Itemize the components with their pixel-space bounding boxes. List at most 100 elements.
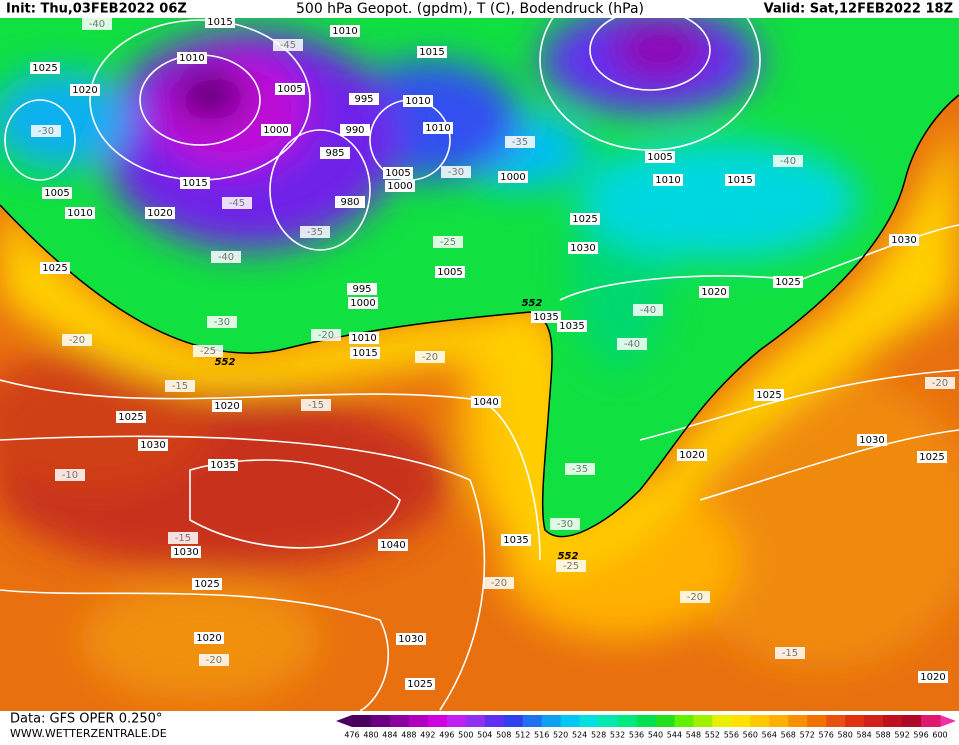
colorbar-label: 572 xyxy=(800,731,815,740)
isobar-label-box xyxy=(417,46,447,58)
temperature-label-box xyxy=(31,125,61,137)
temperature-label: -15 xyxy=(308,400,324,411)
colorbar-swatch xyxy=(522,715,543,727)
isobar-label: 1015 xyxy=(352,348,377,359)
isobar-label: 1025 xyxy=(194,579,219,590)
colorbar-label: 564 xyxy=(762,731,777,740)
isobar-label: 1000 xyxy=(350,298,375,309)
temperature-label: -20 xyxy=(69,335,85,346)
isobar-label-box xyxy=(699,286,729,298)
colorbar-swatch xyxy=(503,715,524,727)
temperature-label-box xyxy=(273,39,303,51)
temperature-label-box xyxy=(441,166,471,178)
temperature-label: -30 xyxy=(557,519,573,530)
temperature-label-box xyxy=(775,647,805,659)
temperature-label-box xyxy=(62,334,92,346)
isobar-label-box xyxy=(423,122,453,134)
isobar-label-box xyxy=(754,389,784,401)
temperature-label: -25 xyxy=(440,237,456,248)
temperature-label-box xyxy=(415,351,445,363)
isobar-label-box xyxy=(208,459,238,471)
isobar-label-box xyxy=(385,180,415,192)
colorbar-swatch xyxy=(579,715,600,727)
colorbar-swatch xyxy=(712,715,732,727)
colorbar-swatch xyxy=(826,715,846,727)
isobar-label-box xyxy=(340,124,370,136)
temperature-label: -40 xyxy=(624,339,640,350)
temperature-label: -20 xyxy=(206,655,222,666)
isobar-label: 1025 xyxy=(919,452,944,463)
isobar-label-box xyxy=(40,262,70,274)
isobar-label: 1000 xyxy=(387,181,412,192)
colorbar-swatch xyxy=(389,715,410,727)
colorbar-swatch xyxy=(731,715,751,727)
isobar-label: 1010 xyxy=(179,53,204,64)
colorbar-label: 548 xyxy=(686,731,701,740)
temperature-label-box xyxy=(301,399,331,411)
temperature-label-box xyxy=(207,316,237,328)
colorbar-swatch xyxy=(446,715,467,727)
temperature-label-box xyxy=(165,380,195,392)
temperature-label: -15 xyxy=(172,381,188,392)
isobar-label: 1025 xyxy=(42,263,67,274)
colorbar-label: 508 xyxy=(496,731,511,740)
temperature-label: -20 xyxy=(422,352,438,363)
isobar-label: 1035 xyxy=(210,460,235,471)
colorbar-end xyxy=(940,715,956,727)
isobar-label-box xyxy=(42,187,72,199)
colorbar-label: 596 xyxy=(913,731,928,740)
isobar-label-box xyxy=(557,320,587,332)
colorbar-label: 588 xyxy=(875,731,890,740)
isobar-label: 1015 xyxy=(207,17,232,28)
isobar-label-box xyxy=(405,678,435,690)
isobar-label-box xyxy=(171,546,201,558)
temperature-label-box xyxy=(556,560,586,572)
colorbar-end xyxy=(336,715,352,727)
colorbar-label: 488 xyxy=(401,731,416,740)
isobar-label: 990 xyxy=(345,125,364,136)
isobar-label-box xyxy=(677,449,707,461)
isobar-label-box xyxy=(30,62,60,74)
height-label: 552 xyxy=(215,357,236,368)
isobar-label: 1025 xyxy=(118,412,143,423)
isobar-label-box xyxy=(378,539,408,551)
colorbar-swatch xyxy=(427,715,448,727)
isobar-label: 1010 xyxy=(405,96,430,107)
isobar-label: 995 xyxy=(352,284,371,295)
height-label: 552 xyxy=(522,298,543,309)
temperature-label: -10 xyxy=(62,470,78,481)
isobar-label: 980 xyxy=(340,197,359,208)
isobar-label-box xyxy=(917,451,947,463)
site-url: WWW.WETTERZENTRALE.DE xyxy=(10,727,167,740)
temperature-label-box xyxy=(617,338,647,350)
temperature-label: -40 xyxy=(89,19,105,30)
isobar-label: 1030 xyxy=(140,440,165,451)
isobar-label: 1010 xyxy=(351,333,376,344)
temperature-label: -20 xyxy=(318,330,334,341)
temperature-label-box xyxy=(505,136,535,148)
temperature-label-box xyxy=(680,591,710,603)
colorbar-swatch xyxy=(864,715,884,727)
isobar-label: 1010 xyxy=(67,208,92,219)
isobar-label: 1020 xyxy=(196,633,221,644)
colorbar-swatch xyxy=(769,715,789,727)
colorbar-swatch xyxy=(370,715,391,727)
temperature-label-box xyxy=(550,518,580,530)
isobar-label: 1015 xyxy=(182,178,207,189)
isobar-label-box xyxy=(435,266,465,278)
isobar-label-box xyxy=(918,671,948,683)
colorbar-label: 516 xyxy=(534,731,549,740)
isobar-label-box xyxy=(192,578,222,590)
colorbar-swatch xyxy=(655,715,675,727)
isobar-label-box xyxy=(138,439,168,451)
isobar-label-box xyxy=(180,177,210,189)
isobar-label: 1005 xyxy=(385,168,410,179)
isobar-label: 1005 xyxy=(44,188,69,199)
temperature-label: -30 xyxy=(38,126,54,137)
height-label: 552 xyxy=(558,551,579,562)
colorbar-swatch xyxy=(541,715,562,727)
field xyxy=(0,18,959,711)
colorbar-label: 536 xyxy=(629,731,644,740)
colorbar-swatch xyxy=(617,715,638,727)
